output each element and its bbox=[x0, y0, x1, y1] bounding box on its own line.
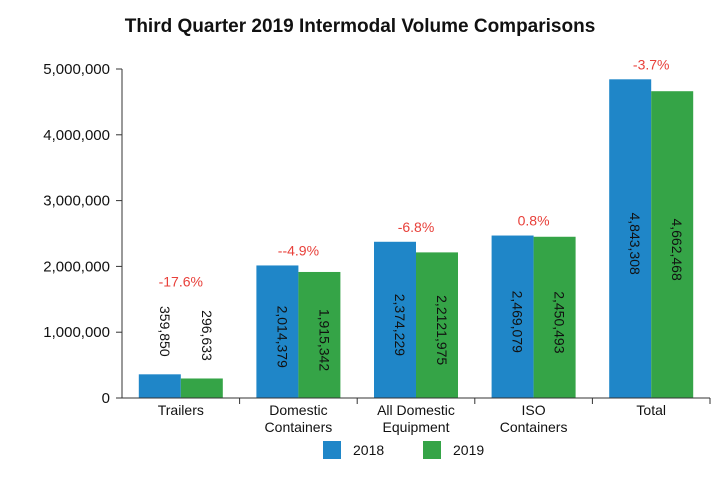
data-label: 1,915,342 bbox=[316, 309, 332, 371]
data-label: 2,2121,975 bbox=[434, 295, 450, 365]
bar-2019 bbox=[533, 236, 576, 398]
y-tick-label: 0 bbox=[102, 390, 110, 407]
x-tick-label: Trailers bbox=[158, 402, 204, 418]
bar-2019 bbox=[298, 271, 341, 398]
legend-swatch bbox=[323, 441, 341, 459]
data-label: 359,850 bbox=[157, 306, 173, 357]
y-tick-label: 2,000,000 bbox=[43, 258, 110, 275]
y-tick-label: 3,000,000 bbox=[43, 193, 110, 210]
data-label: 2,469,079 bbox=[510, 291, 526, 353]
change-label: 0.8% bbox=[518, 213, 550, 229]
y-axis: 0 1,000,000 2,000,000 3,000,000 4,000,000 5,0… bbox=[43, 61, 123, 407]
bar-2019 bbox=[180, 378, 223, 398]
data-label: 296,633 bbox=[199, 310, 215, 361]
y-tick-label: 1,000,000 bbox=[43, 324, 110, 341]
data-label: 2,014,379 bbox=[274, 306, 290, 368]
bar-2019 bbox=[416, 252, 458, 398]
x-axis: Trailers Domestic Containers All Domestic Eq… bbox=[122, 397, 711, 435]
bar-2018 bbox=[491, 235, 534, 398]
bar-2018 bbox=[609, 79, 652, 398]
data-label: 4,662,468 bbox=[669, 218, 685, 280]
change-label: -3.7% bbox=[633, 56, 670, 72]
data-label: 2,374,229 bbox=[392, 294, 408, 356]
legend-label: 2018 bbox=[353, 442, 384, 458]
bar-2018 bbox=[256, 265, 299, 398]
chart-title: Third Quarter 2019 Intermodal Volume Com… bbox=[125, 16, 596, 37]
change-label: --4.9% bbox=[278, 242, 319, 258]
bar-2019 bbox=[651, 91, 694, 399]
x-tick-label: Domestic Containers bbox=[265, 402, 333, 435]
bar-2018 bbox=[374, 241, 416, 398]
y-tick-label: 4,000,000 bbox=[43, 127, 110, 144]
bar-2018 bbox=[138, 374, 181, 398]
legend-swatch bbox=[423, 441, 441, 459]
y-tick-label: 5,000,000 bbox=[43, 61, 110, 78]
legend: 2018 2019 bbox=[323, 441, 484, 459]
x-tick-label: ISO Containers bbox=[500, 402, 568, 435]
x-tick-label: Total bbox=[636, 402, 666, 418]
data-label: 4,843,308 bbox=[627, 213, 643, 275]
x-tick-label: All Domestic Equipment bbox=[377, 402, 455, 435]
change-label: -6.8% bbox=[398, 219, 435, 235]
change-label: -17.6% bbox=[159, 273, 203, 289]
data-label: 2,450,493 bbox=[552, 291, 568, 353]
plot-area: 359,850 296,633 -17.6% 2,014,379 1,915,342 --… bbox=[138, 56, 694, 399]
legend-label: 2019 bbox=[453, 442, 484, 458]
